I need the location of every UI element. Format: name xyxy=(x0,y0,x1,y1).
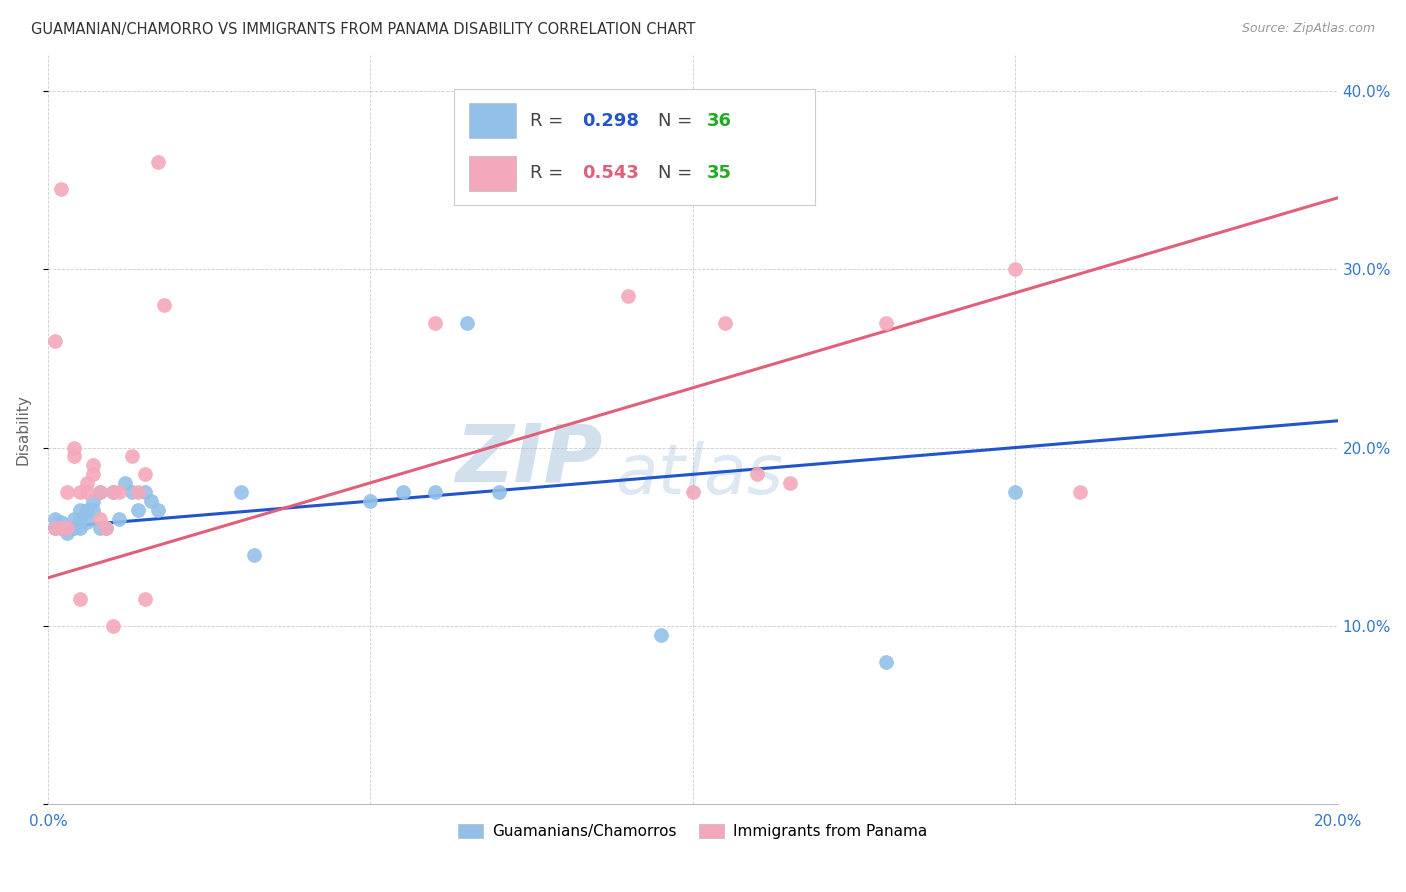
Point xyxy=(650,628,672,642)
Point xyxy=(146,503,169,517)
Point xyxy=(127,503,149,517)
Point xyxy=(76,503,98,517)
Point xyxy=(456,316,478,330)
Text: atlas: atlas xyxy=(616,442,783,508)
Point xyxy=(94,521,117,535)
Point xyxy=(63,521,86,535)
Point xyxy=(1004,262,1026,277)
Point xyxy=(423,316,446,330)
Point xyxy=(134,467,156,482)
Point xyxy=(779,476,801,491)
Point xyxy=(875,316,897,330)
Point xyxy=(56,521,79,535)
Legend: Guamanians/Chamorros, Immigrants from Panama: Guamanians/Chamorros, Immigrants from Pa… xyxy=(453,818,934,846)
Point xyxy=(56,485,79,500)
Point xyxy=(127,485,149,500)
Point xyxy=(82,494,104,508)
Point xyxy=(69,503,91,517)
Point xyxy=(49,516,72,530)
Point xyxy=(617,289,640,303)
Point xyxy=(101,485,124,500)
Point xyxy=(56,521,79,535)
Point xyxy=(134,485,156,500)
Point xyxy=(69,592,91,607)
Point xyxy=(63,450,86,464)
Point xyxy=(76,485,98,500)
Point xyxy=(153,298,176,312)
Point xyxy=(89,512,111,526)
Point xyxy=(82,503,104,517)
Point xyxy=(49,521,72,535)
Point xyxy=(44,512,66,526)
Point xyxy=(1004,485,1026,500)
Y-axis label: Disability: Disability xyxy=(15,394,30,465)
Point xyxy=(875,655,897,669)
Point xyxy=(76,516,98,530)
Point xyxy=(69,512,91,526)
Point xyxy=(89,521,111,535)
Point xyxy=(359,494,381,508)
Point xyxy=(101,485,124,500)
Point xyxy=(49,521,72,535)
Point xyxy=(101,619,124,633)
Point xyxy=(1069,485,1091,500)
Point xyxy=(63,441,86,455)
Point xyxy=(488,485,510,500)
Point xyxy=(82,458,104,473)
Point xyxy=(391,485,413,500)
Point xyxy=(243,548,266,562)
Point xyxy=(69,521,91,535)
Point xyxy=(49,182,72,196)
Point xyxy=(44,334,66,348)
Point xyxy=(134,592,156,607)
Point xyxy=(121,450,143,464)
Point xyxy=(89,485,111,500)
Text: Source: ZipAtlas.com: Source: ZipAtlas.com xyxy=(1241,22,1375,36)
Point xyxy=(108,512,131,526)
Point xyxy=(121,485,143,500)
Point xyxy=(94,521,117,535)
Point xyxy=(747,467,769,482)
Point xyxy=(231,485,253,500)
Point xyxy=(44,521,66,535)
Point xyxy=(89,485,111,500)
Point xyxy=(114,476,136,491)
Text: GUAMANIAN/CHAMORRO VS IMMIGRANTS FROM PANAMA DISABILITY CORRELATION CHART: GUAMANIAN/CHAMORRO VS IMMIGRANTS FROM PA… xyxy=(31,22,696,37)
Point xyxy=(682,485,704,500)
Point xyxy=(82,467,104,482)
Point xyxy=(141,494,163,508)
Point xyxy=(423,485,446,500)
Text: ZIP: ZIP xyxy=(456,421,603,499)
Point xyxy=(69,485,91,500)
Point xyxy=(146,155,169,169)
Point xyxy=(108,485,131,500)
Point xyxy=(63,512,86,526)
Point xyxy=(714,316,737,330)
Point xyxy=(44,521,66,535)
Point xyxy=(56,526,79,541)
Point xyxy=(76,476,98,491)
